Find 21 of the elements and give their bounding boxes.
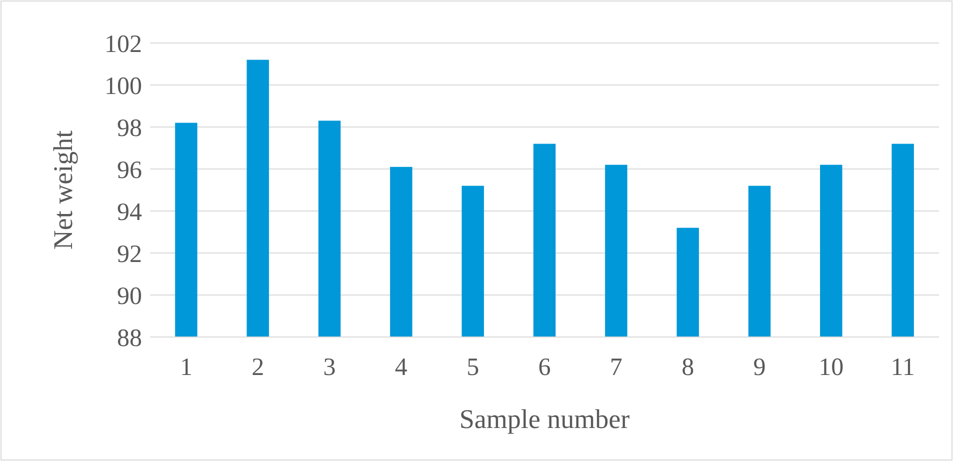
x-tick-label: 5: [466, 354, 480, 381]
y-tick-label: 88: [117, 324, 142, 352]
y-tick-label: 100: [104, 72, 142, 100]
x-tick-label: 4: [394, 354, 408, 381]
x-tick-label: 11: [890, 354, 915, 381]
y-tick-label: 96: [117, 156, 142, 184]
x-tick-label: 1: [180, 354, 192, 381]
y-axis-title: Net weight: [48, 130, 78, 250]
x-tick-label: 7: [610, 354, 622, 381]
x-tick-label: 10: [818, 354, 844, 381]
x-tick-label: 8: [682, 354, 694, 381]
y-tick-label: 90: [117, 282, 142, 310]
x-tick-label: 2: [252, 354, 264, 381]
x-axis-title: Sample number: [459, 404, 630, 434]
y-tick-label: 98: [117, 114, 142, 142]
y-tick-label: 102: [104, 30, 142, 58]
x-tick-label: 9: [753, 354, 766, 381]
x-tick-label: 3: [323, 354, 336, 381]
x-tick-label: 6: [538, 354, 551, 381]
y-tick-label: 94: [117, 198, 142, 226]
y-tick-label: 92: [117, 240, 142, 268]
